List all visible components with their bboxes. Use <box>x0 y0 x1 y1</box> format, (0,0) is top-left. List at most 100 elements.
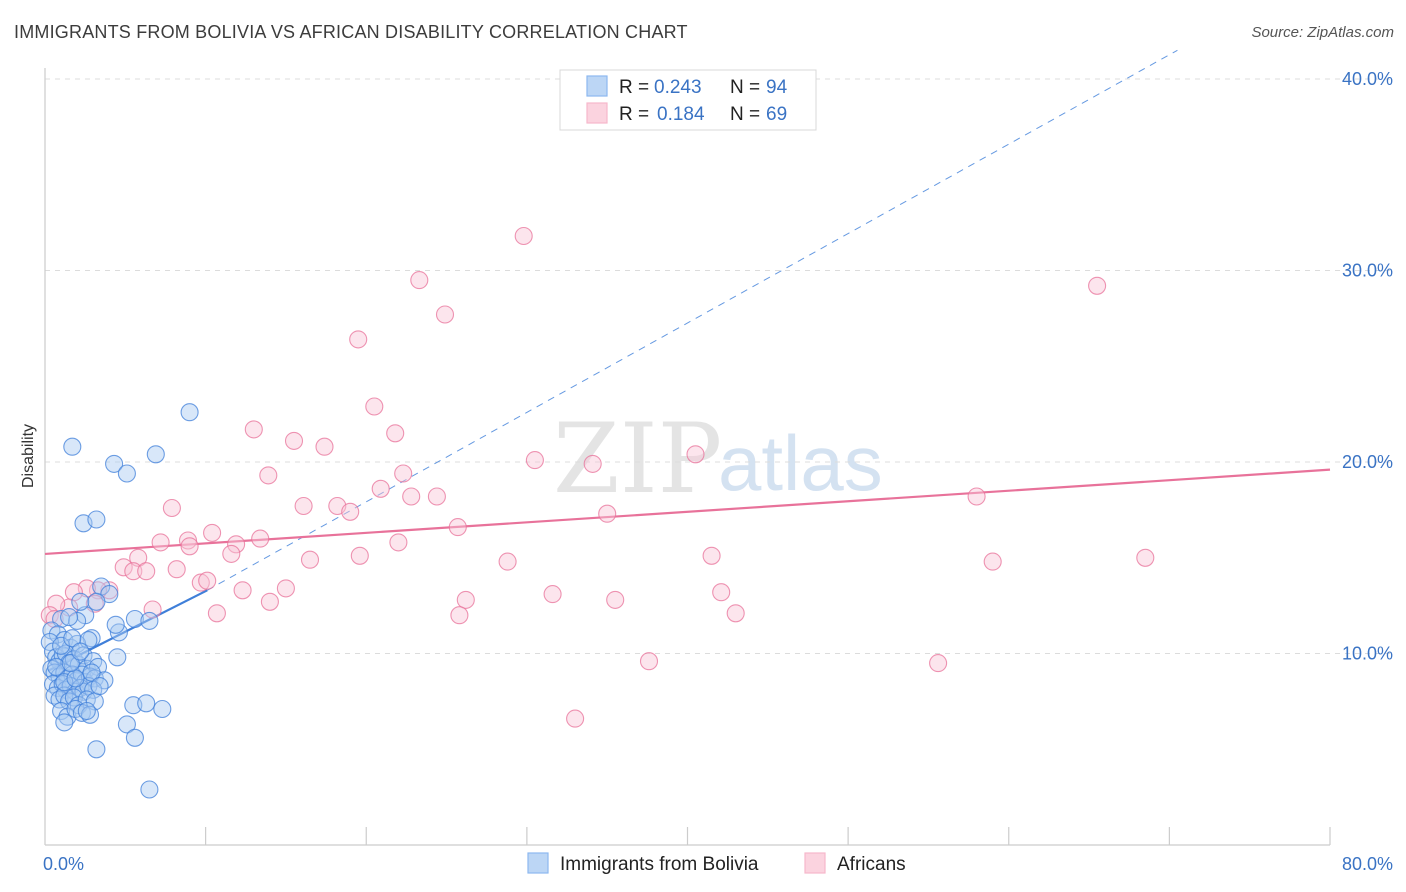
point-africans <box>349 330 368 349</box>
point-bolivia <box>66 669 85 688</box>
point-africans <box>233 581 252 600</box>
point-africans <box>498 552 517 571</box>
trend-line-africans <box>44 468 1331 556</box>
x-axis-tick-labels: 0.0% 80.0% <box>43 854 1393 874</box>
point-africans <box>686 445 705 464</box>
point-africans <box>259 466 278 485</box>
point-africans <box>365 397 384 416</box>
legend-n-label: N = <box>730 77 760 98</box>
point-africans <box>244 420 263 439</box>
point-africans <box>726 604 745 623</box>
point-bolivia <box>117 715 136 734</box>
point-africans <box>191 573 210 592</box>
point-bolivia <box>63 437 82 456</box>
point-bolivia <box>87 510 106 529</box>
point-africans <box>389 533 408 552</box>
point-africans <box>315 437 334 456</box>
point-africans <box>341 502 360 521</box>
point-africans <box>180 537 199 556</box>
bottom-legend-swatch-africans <box>804 852 826 874</box>
point-bolivia <box>77 701 96 721</box>
point-bolivia <box>47 657 66 676</box>
watermark-zip: ZIP <box>553 403 722 515</box>
point-bolivia <box>106 615 125 634</box>
chart-title: IMMIGRANTS FROM BOLIVIA VS AFRICAN DISAB… <box>14 22 688 42</box>
point-bolivia <box>146 445 165 464</box>
point-africans <box>427 487 446 506</box>
point-africans <box>222 544 241 563</box>
y-tick-label: 40.0% <box>1342 69 1393 89</box>
bottom-legend-swatch-bolivia <box>527 852 549 874</box>
watermark: ZIP atlas <box>553 403 883 515</box>
data-points <box>40 226 1155 799</box>
point-bolivia <box>55 673 74 692</box>
point-africans <box>129 548 148 567</box>
point-bolivia <box>140 611 159 630</box>
point-bolivia <box>125 609 144 629</box>
legend-r-bolivia: 0.243 <box>654 77 702 98</box>
point-africans <box>300 550 320 569</box>
point-africans <box>450 606 469 625</box>
point-africans <box>983 552 1002 571</box>
point-bolivia <box>87 740 106 759</box>
y-tick-label: 10.0% <box>1342 644 1393 664</box>
point-bolivia <box>60 608 79 627</box>
point-bolivia <box>125 728 144 747</box>
legend-n-label: N = <box>730 104 760 125</box>
point-africans <box>702 546 721 565</box>
point-africans <box>151 533 170 552</box>
point-africans <box>448 518 467 537</box>
legend-n-bolivia: 94 <box>766 77 788 98</box>
point-africans <box>456 590 475 609</box>
point-africans <box>712 583 731 602</box>
point-bolivia <box>63 629 82 648</box>
point-africans <box>114 558 133 577</box>
point-bolivia <box>82 663 101 682</box>
point-africans <box>162 498 181 518</box>
x-tick-label: 80.0% <box>1342 854 1393 874</box>
point-africans <box>276 579 295 598</box>
point-africans <box>207 604 226 623</box>
point-africans <box>227 535 246 554</box>
point-bolivia <box>40 632 59 652</box>
legend-n-africans: 69 <box>766 104 787 125</box>
point-africans <box>967 487 986 506</box>
point-bolivia <box>153 699 172 719</box>
point-bolivia <box>55 713 74 732</box>
gridlines <box>45 78 1393 654</box>
x-axis-ticks <box>205 827 1331 845</box>
point-africans <box>598 504 617 523</box>
point-africans <box>639 652 659 671</box>
point-africans <box>929 654 948 673</box>
point-africans <box>143 600 162 619</box>
point-africans <box>203 523 222 542</box>
chart-source: Source: ZipAtlas.com <box>1251 24 1394 41</box>
legend-r-label: R = <box>619 104 649 125</box>
point-bolivia <box>137 694 156 713</box>
point-bolivia <box>105 454 124 473</box>
y-axis-tick-labels: 10.0% 20.0% 30.0% 40.0% <box>1342 69 1393 664</box>
point-africans <box>167 560 186 579</box>
point-bolivia <box>117 464 136 483</box>
point-africans <box>137 562 156 581</box>
y-tick-label: 30.0% <box>1342 261 1393 281</box>
point-bolivia <box>87 592 106 611</box>
y-axis-label: Disability <box>20 424 37 488</box>
x-tick-label: 0.0% <box>43 854 84 874</box>
point-africans <box>386 424 405 443</box>
point-africans <box>371 479 390 498</box>
bottom-legend-label-bolivia: Immigrants from Bolivia <box>560 854 759 875</box>
legend-r-label: R = <box>619 77 649 98</box>
point-bolivia <box>90 677 109 696</box>
point-bolivia <box>71 592 90 611</box>
trend-line-dashed <box>206 49 1178 591</box>
point-africans <box>514 226 533 246</box>
point-africans <box>251 529 270 548</box>
point-africans <box>543 585 562 604</box>
y-tick-label: 20.0% <box>1342 452 1393 472</box>
trend-lines <box>44 49 1331 672</box>
point-africans <box>606 590 625 609</box>
point-africans <box>198 571 217 590</box>
point-africans <box>402 487 421 506</box>
